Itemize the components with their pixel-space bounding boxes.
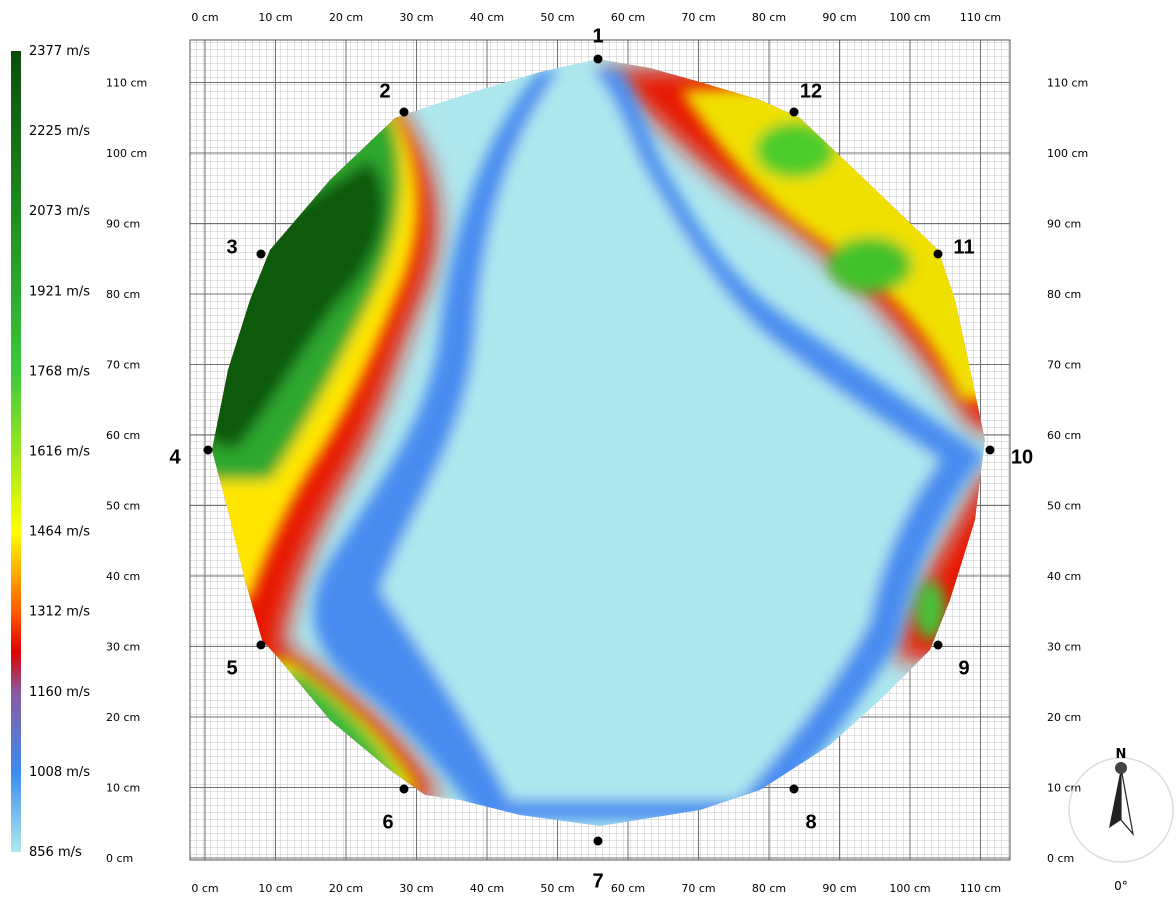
sensor-point (203, 445, 213, 455)
sensor-label: 3 (226, 236, 237, 258)
axis-tick-label: 90 cm (822, 882, 856, 895)
sensor-point (789, 784, 799, 794)
compass-needle-left (1109, 768, 1121, 828)
sensor-label: 11 (953, 236, 974, 258)
axis-tick-label: 30 cm (399, 11, 433, 24)
legend-label: 1312 m/s (29, 605, 90, 620)
y-axis-left: 0 cm 10 cm 20 cm 30 cm 40 cm 50 cm 60 cm 70 cm 8… (106, 77, 147, 866)
axis-tick-label: 10 cm (258, 882, 292, 895)
sensor-label: 9 (958, 657, 969, 679)
axis-tick-label: 110 cm (106, 77, 147, 90)
sensor-label: 12 (800, 80, 822, 102)
axis-tick-label: 30 cm (399, 882, 433, 895)
axis-tick-label: 100 cm (1047, 147, 1088, 160)
axis-tick-label: 20 cm (106, 711, 140, 724)
legend-label: 2073 m/s (29, 204, 90, 219)
axis-tick-label: 80 cm (106, 288, 140, 301)
compass: N 0° (1068, 747, 1174, 893)
compass-bearing: 0° (1114, 879, 1128, 893)
compass-ring (1068, 757, 1174, 863)
sensor-point (933, 249, 943, 259)
sensor-point (985, 445, 995, 455)
sensor-point (593, 836, 603, 846)
axis-tick-label: 70 cm (106, 359, 140, 372)
sensor-label: 5 (226, 657, 237, 679)
legend-label: 2225 m/s (29, 124, 90, 139)
sensor-point (789, 107, 799, 117)
axis-tick-label: 60 cm (611, 11, 645, 24)
axis-tick-label: 30 cm (1047, 641, 1081, 654)
axis-tick-label: 20 cm (329, 882, 363, 895)
grid-border (189, 39, 1011, 861)
axis-tick-label: 10 cm (258, 11, 292, 24)
legend-label: 1921 m/s (29, 284, 90, 299)
legend-label: 856 m/s (29, 845, 82, 860)
compass-needle-right (1120, 767, 1134, 837)
axis-tick-label: 30 cm (106, 641, 140, 654)
axis-tick-label: 10 cm (106, 782, 140, 795)
sensor-point (256, 640, 266, 650)
axis-tick-label: 50 cm (106, 500, 140, 513)
axis-tick-label: 20 cm (329, 11, 363, 24)
axis-tick-label: 60 cm (1047, 429, 1081, 442)
axis-tick-label: 100 cm (889, 882, 930, 895)
legend-label: 1008 m/s (29, 765, 90, 780)
axis-tick-label: 0 cm (191, 882, 218, 895)
axis-tick-label: 50 cm (540, 11, 574, 24)
sensor-label: 2 (379, 80, 390, 102)
sensor-label: 6 (382, 811, 393, 833)
sensor-point (256, 249, 266, 259)
velocity-legend: 2377 m/s 2225 m/s 2073 m/s 1921 m/s 1768 m/s… (11, 44, 90, 860)
legend-label: 2377 m/s (29, 44, 90, 59)
x-axis-bottom: 0 cm 10 cm 20 cm 30 cm 40 cm 50 cm 60 cm 70 cm 8… (191, 882, 1001, 895)
axis-tick-label: 40 cm (470, 882, 504, 895)
axis-tick-label: 70 cm (1047, 359, 1081, 372)
sensor-label: 10 (1011, 446, 1033, 468)
sensor-point (593, 54, 603, 64)
sensor-point (933, 640, 943, 650)
legend-label: 1160 m/s (29, 685, 90, 700)
axis-tick-label: 80 cm (752, 11, 786, 24)
axis-tick-label: 0 cm (106, 852, 133, 865)
sensor-label: 1 (592, 25, 603, 47)
axis-tick-label: 90 cm (822, 11, 856, 24)
compass-north-label: N (1116, 747, 1127, 762)
axis-tick-label: 110 cm (960, 11, 1001, 24)
compass-pivot (1115, 762, 1127, 774)
legend-label: 1464 m/s (29, 525, 90, 540)
axis-tick-label: 70 cm (681, 882, 715, 895)
axis-tick-label: 40 cm (106, 570, 140, 583)
axis-tick-label: 0 cm (191, 11, 218, 24)
legend-color-bar (11, 51, 21, 852)
axis-tick-label: 80 cm (752, 882, 786, 895)
axis-tick-label: 90 cm (1047, 218, 1081, 231)
sensor-label: 7 (592, 870, 603, 892)
axis-tick-label: 100 cm (889, 11, 930, 24)
axis-tick-label: 80 cm (1047, 288, 1081, 301)
axis-tick-label: 60 cm (106, 429, 140, 442)
axis-tick-label: 50 cm (1047, 500, 1081, 513)
sensor-label: 8 (805, 811, 816, 833)
sensor-label: 4 (169, 446, 181, 468)
axis-tick-label: 90 cm (106, 218, 140, 231)
axis-tick-label: 40 cm (470, 11, 504, 24)
axis-tick-label: 40 cm (1047, 570, 1081, 583)
axis-tick-label: 100 cm (106, 147, 147, 160)
axis-tick-label: 50 cm (540, 882, 574, 895)
sensor-point (399, 107, 409, 117)
legend-label: 1616 m/s (29, 445, 90, 460)
axis-tick-label: 110 cm (1047, 77, 1088, 90)
legend-label: 1768 m/s (29, 364, 90, 379)
x-axis-top: 0 cm 10 cm 20 cm 30 cm 40 cm 50 cm 60 cm 70 cm 8… (191, 11, 1001, 24)
sensor-point (399, 784, 409, 794)
axis-tick-label: 110 cm (960, 882, 1001, 895)
axis-tick-label: 60 cm (611, 882, 645, 895)
axis-tick-label: 70 cm (681, 11, 715, 24)
axis-tick-label: 0 cm (1047, 852, 1074, 865)
axis-tick-label: 20 cm (1047, 711, 1081, 724)
